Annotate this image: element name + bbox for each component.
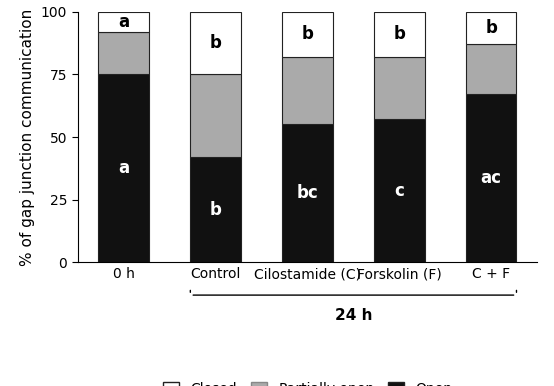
Bar — [99, 12, 149, 32]
Y-axis label: % of gap junction communication: % of gap junction communication — [20, 8, 35, 266]
Text: ac: ac — [481, 169, 502, 188]
Bar — [191, 12, 241, 74]
Text: c: c — [394, 182, 404, 200]
Text: a: a — [118, 159, 129, 178]
Bar — [191, 157, 241, 262]
Bar — [282, 124, 333, 262]
Bar — [282, 12, 333, 57]
Bar — [374, 12, 424, 57]
Text: b: b — [301, 25, 314, 43]
Text: b: b — [209, 34, 222, 52]
Bar — [191, 74, 241, 157]
Bar — [466, 12, 516, 44]
Bar — [374, 119, 424, 262]
Bar — [99, 32, 149, 74]
Bar — [99, 74, 149, 262]
Legend: Closed, Partially open, Open: Closed, Partially open, Open — [157, 376, 458, 386]
Text: b: b — [393, 25, 406, 43]
Text: 24 h: 24 h — [335, 308, 372, 323]
Bar — [282, 57, 333, 124]
Bar — [466, 44, 516, 95]
Text: b: b — [209, 201, 222, 219]
Text: b: b — [485, 19, 497, 37]
Text: a: a — [118, 13, 129, 30]
Bar — [374, 57, 424, 119]
Bar — [466, 95, 516, 262]
Text: bc: bc — [296, 185, 319, 203]
